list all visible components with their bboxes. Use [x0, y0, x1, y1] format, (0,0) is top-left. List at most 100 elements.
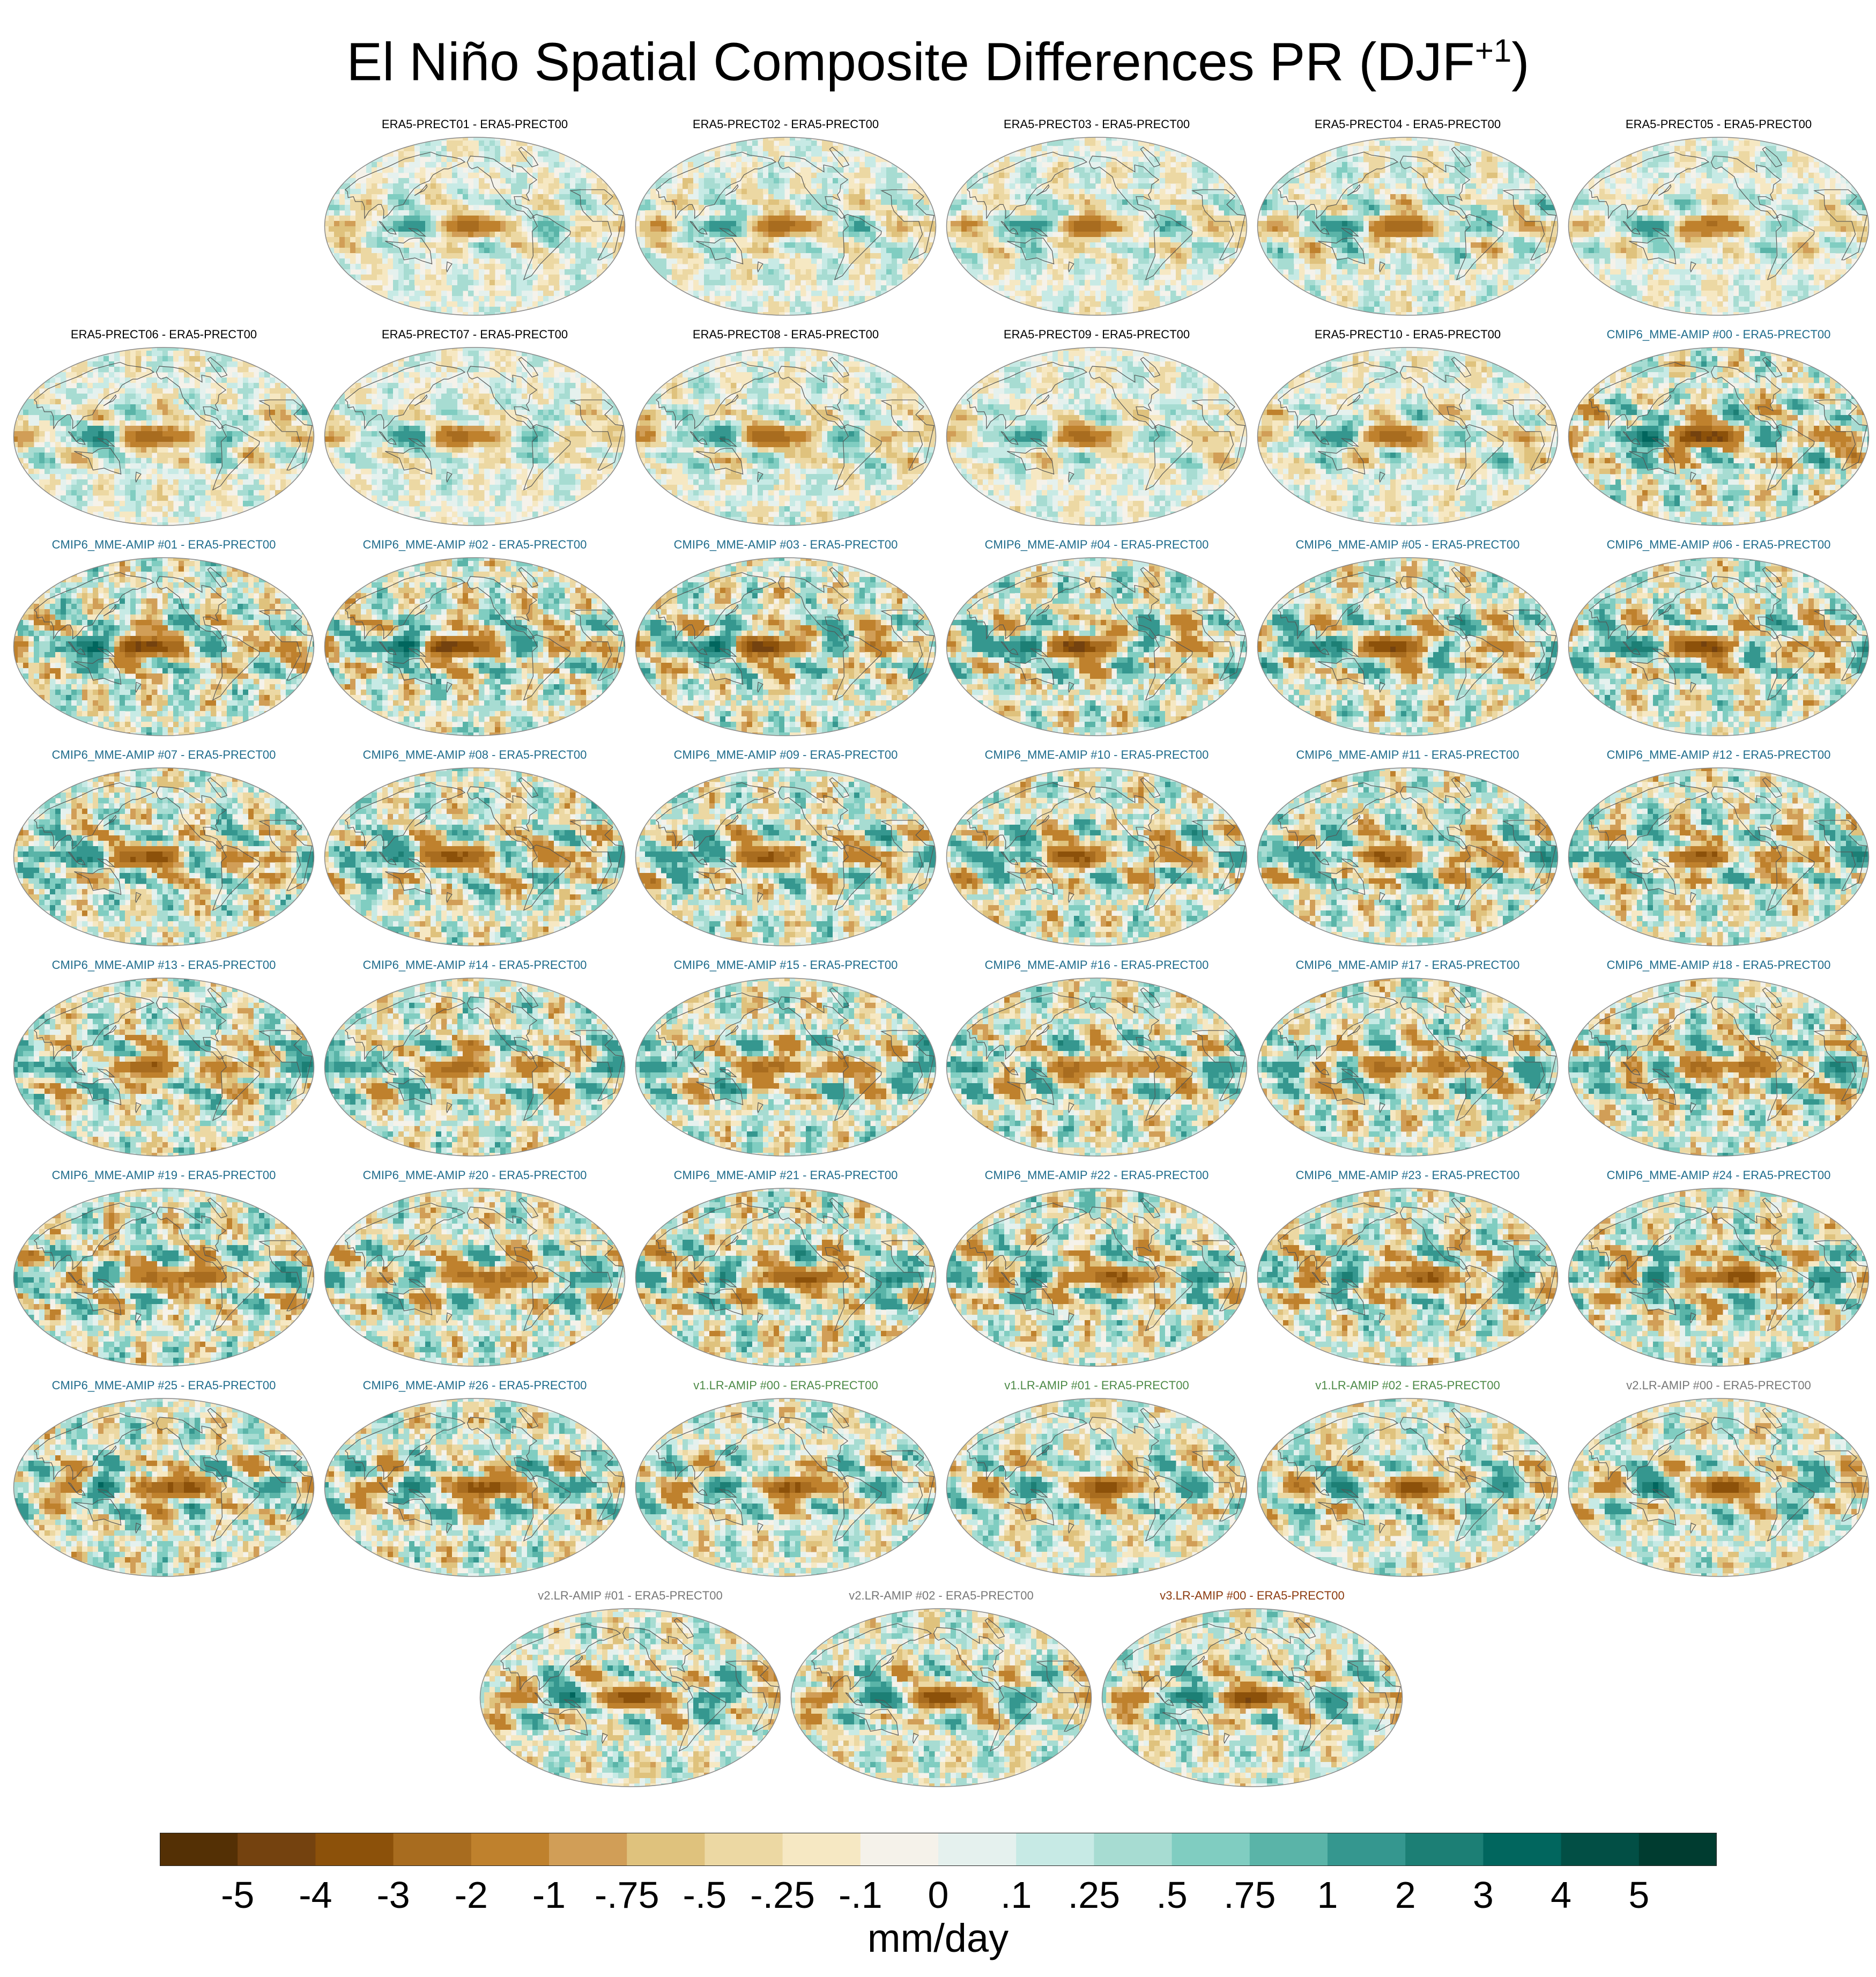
colorbar-bin: [938, 1833, 1017, 1866]
map-heatmap: [1256, 135, 1559, 317]
map-panel: CMIP6_MME-AMIP #00 - ERA5-PRECT00: [1564, 327, 1873, 530]
map-heatmap: [323, 766, 626, 948]
panel-label: ERA5-PRECT10 - ERA5-PRECT00: [1254, 327, 1562, 342]
map-heatmap: [945, 345, 1248, 528]
panel-label: CMIP6_MME-AMIP #10 - ERA5-PRECT00: [943, 747, 1251, 762]
map-panel: ERA5-PRECT05 - ERA5-PRECT00: [1564, 117, 1873, 320]
map-heatmap: [1256, 976, 1559, 1158]
map-panel: CMIP6_MME-AMIP #19 - ERA5-PRECT00: [10, 1168, 318, 1371]
map-panel: ERA5-PRECT10 - ERA5-PRECT00: [1254, 327, 1562, 530]
panel-label: CMIP6_MME-AMIP #11 - ERA5-PRECT00: [1254, 747, 1562, 762]
map-panel: v2.LR-AMIP #01 - ERA5-PRECT00: [476, 1588, 784, 1791]
colorbar-bin: [394, 1833, 472, 1866]
map-heatmap: [1256, 1396, 1559, 1579]
map-heatmap: [323, 345, 626, 528]
map-heatmap: [634, 1396, 937, 1579]
panel-label: ERA5-PRECT06 - ERA5-PRECT00: [10, 327, 318, 342]
map-panel: ERA5-PRECT03 - ERA5-PRECT00: [943, 117, 1251, 320]
map-heatmap: [1567, 1396, 1870, 1579]
colorbar-tick-label: -3: [376, 1874, 410, 1913]
map-heatmap: [12, 1186, 315, 1368]
colorbar-tick-label: -5: [221, 1874, 254, 1913]
colorbar-bin: [783, 1833, 861, 1866]
map-panel: v2.LR-AMIP #02 - ERA5-PRECT00: [787, 1588, 1095, 1791]
map-panel: ERA5-PRECT06 - ERA5-PRECT00: [10, 327, 318, 530]
colorbar-tick-label: 3: [1473, 1874, 1494, 1913]
map-panel: CMIP6_MME-AMIP #25 - ERA5-PRECT00: [10, 1378, 318, 1581]
map-panel: CMIP6_MME-AMIP #05 - ERA5-PRECT00: [1254, 537, 1562, 740]
map-panel: CMIP6_MME-AMIP #12 - ERA5-PRECT00: [1564, 747, 1873, 950]
map-heatmap: [12, 976, 315, 1158]
panel-label: CMIP6_MME-AMIP #15 - ERA5-PRECT00: [632, 958, 940, 973]
panel-label: CMIP6_MME-AMIP #01 - ERA5-PRECT00: [10, 537, 318, 552]
colorbar: -5 -4 -3 -2 -1 -.75 -.5 -.25 -.1 0.1.25.5.75 1 2 3 4 5: [160, 1833, 1717, 1913]
map-panel: CMIP6_MME-AMIP #16 - ERA5-PRECT00: [943, 958, 1251, 1160]
map-panel: ERA5-PRECT04 - ERA5-PRECT00: [1254, 117, 1562, 320]
colorbar-bin: [1328, 1833, 1406, 1866]
panel-label: CMIP6_MME-AMIP #23 - ERA5-PRECT00: [1254, 1168, 1562, 1183]
title-text: El Niño Spatial Composite Differences PR…: [346, 32, 1475, 92]
panel-label: v2.LR-AMIP #00 - ERA5-PRECT00: [1564, 1378, 1873, 1393]
colorbar-tick-label: -2: [455, 1874, 488, 1913]
map-heatmap: [323, 976, 626, 1158]
colorbar-unit-label: mm/day: [0, 1914, 1876, 1963]
map-heatmap: [1567, 345, 1870, 528]
colorbar-bin: [1483, 1833, 1561, 1866]
panel-label: CMIP6_MME-AMIP #14 - ERA5-PRECT00: [321, 958, 629, 973]
colorbar-tick-label: -.1: [839, 1874, 883, 1913]
panel-label: CMIP6_MME-AMIP #03 - ERA5-PRECT00: [632, 537, 940, 552]
map-panel: CMIP6_MME-AMIP #06 - ERA5-PRECT00: [1564, 537, 1873, 740]
map-heatmap: [634, 345, 937, 528]
map-panel: CMIP6_MME-AMIP #17 - ERA5-PRECT00: [1254, 958, 1562, 1160]
colorbar-bin: [705, 1833, 783, 1866]
map-panel: v2.LR-AMIP #00 - ERA5-PRECT00: [1564, 1378, 1873, 1581]
map-heatmap: [12, 766, 315, 948]
title-superscript: +1: [1475, 33, 1511, 69]
panel-label: CMIP6_MME-AMIP #04 - ERA5-PRECT00: [943, 537, 1251, 552]
map-panel: v1.LR-AMIP #00 - ERA5-PRECT00: [632, 1378, 940, 1581]
map-heatmap: [634, 976, 937, 1158]
title-close: ): [1511, 32, 1529, 92]
map-heatmap: [945, 135, 1248, 317]
map-panel: CMIP6_MME-AMIP #03 - ERA5-PRECT00: [632, 537, 940, 740]
map-heatmap: [790, 1606, 1093, 1789]
panel-label: CMIP6_MME-AMIP #00 - ERA5-PRECT00: [1564, 327, 1873, 342]
map-heatmap: [945, 766, 1248, 948]
colorbar-tick-label: .1: [1000, 1874, 1032, 1913]
panel-label: CMIP6_MME-AMIP #21 - ERA5-PRECT00: [632, 1168, 940, 1183]
colorbar-tick-label: -.75: [595, 1874, 659, 1913]
colorbar-tick-label: 0: [928, 1874, 949, 1913]
colorbar-bin: [549, 1833, 627, 1866]
map-heatmap: [323, 1186, 626, 1368]
panel-label: CMIP6_MME-AMIP #22 - ERA5-PRECT00: [943, 1168, 1251, 1183]
map-heatmap: [1101, 1606, 1404, 1789]
map-panel: ERA5-PRECT09 - ERA5-PRECT00: [943, 327, 1251, 530]
map-heatmap: [12, 1396, 315, 1579]
colorbar-tick-label: .5: [1156, 1874, 1187, 1913]
map-heatmap: [1567, 556, 1870, 738]
colorbar-tick-label: .75: [1224, 1874, 1276, 1913]
panel-label: CMIP6_MME-AMIP #12 - ERA5-PRECT00: [1564, 747, 1873, 762]
panel-label: CMIP6_MME-AMIP #09 - ERA5-PRECT00: [632, 747, 940, 762]
map-panel: CMIP6_MME-AMIP #01 - ERA5-PRECT00: [10, 537, 318, 740]
colorbar-tick-label: 5: [1628, 1874, 1649, 1913]
map-panel: CMIP6_MME-AMIP #20 - ERA5-PRECT00: [321, 1168, 629, 1371]
panel-label: CMIP6_MME-AMIP #07 - ERA5-PRECT00: [10, 747, 318, 762]
map-panel: ERA5-PRECT08 - ERA5-PRECT00: [632, 327, 940, 530]
panel-label: ERA5-PRECT01 - ERA5-PRECT00: [321, 117, 629, 132]
panel-label: CMIP6_MME-AMIP #25 - ERA5-PRECT00: [10, 1378, 318, 1393]
colorbar-tick-label: 4: [1551, 1874, 1571, 1913]
colorbar-bin: [1405, 1833, 1484, 1866]
map-panel: CMIP6_MME-AMIP #21 - ERA5-PRECT00: [632, 1168, 940, 1371]
map-panel: CMIP6_MME-AMIP #02 - ERA5-PRECT00: [321, 537, 629, 740]
map-heatmap: [323, 1396, 626, 1579]
colorbar-tick-label: 2: [1395, 1874, 1416, 1913]
colorbar-bin: [861, 1833, 939, 1866]
map-panel: CMIP6_MME-AMIP #09 - ERA5-PRECT00: [632, 747, 940, 950]
map-panel: CMIP6_MME-AMIP #08 - ERA5-PRECT00: [321, 747, 629, 950]
map-heatmap: [1256, 1186, 1559, 1368]
map-heatmap: [323, 135, 626, 317]
map-panel: CMIP6_MME-AMIP #15 - ERA5-PRECT00: [632, 958, 940, 1160]
map-heatmap: [945, 1396, 1248, 1579]
panel-label: ERA5-PRECT04 - ERA5-PRECT00: [1254, 117, 1562, 132]
